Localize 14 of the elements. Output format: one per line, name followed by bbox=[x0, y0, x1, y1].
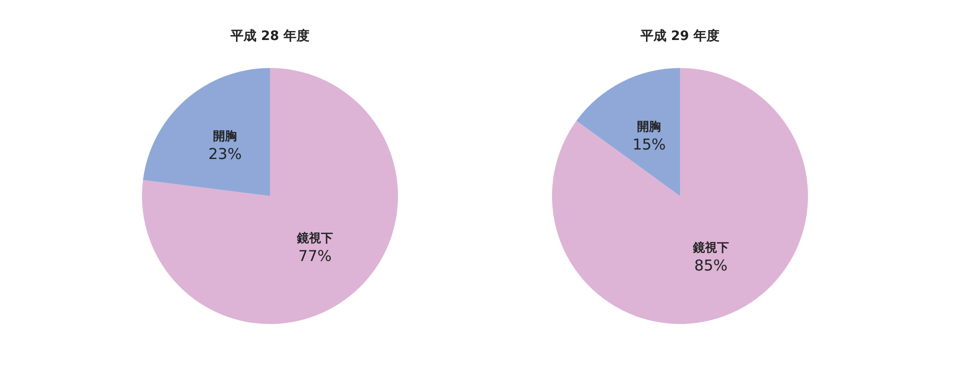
data-label: 15% bbox=[632, 135, 666, 154]
slice-label: 開胸 bbox=[637, 119, 662, 134]
data-label: 77% bbox=[298, 247, 332, 266]
pie-slice bbox=[552, 68, 808, 324]
data-label: 23% bbox=[208, 144, 242, 163]
data-label: 85% bbox=[694, 256, 728, 275]
slice-label: 鏡視下 bbox=[296, 231, 333, 246]
pie-slice bbox=[142, 68, 398, 324]
pie-slice bbox=[143, 68, 270, 196]
slice-label: 開胸 bbox=[213, 128, 238, 143]
pie-slice bbox=[576, 68, 680, 196]
chart-title: 平成 29 年度 bbox=[639, 28, 720, 44]
slice-label: 鏡視下 bbox=[692, 240, 729, 255]
chart-title: 平成 28 年度 bbox=[229, 28, 310, 44]
